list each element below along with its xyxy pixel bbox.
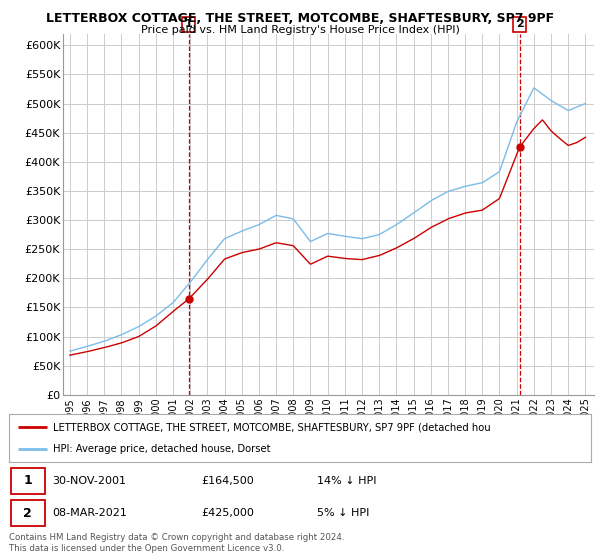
FancyBboxPatch shape [11, 468, 44, 494]
Text: 14% ↓ HPI: 14% ↓ HPI [317, 476, 377, 486]
Text: 08-MAR-2021: 08-MAR-2021 [53, 508, 128, 518]
Text: HPI: Average price, detached house, Dorset: HPI: Average price, detached house, Dors… [53, 444, 270, 454]
Text: Price paid vs. HM Land Registry's House Price Index (HPI): Price paid vs. HM Land Registry's House … [140, 25, 460, 35]
Text: LETTERBOX COTTAGE, THE STREET, MOTCOMBE, SHAFTESBURY, SP7 9PF: LETTERBOX COTTAGE, THE STREET, MOTCOMBE,… [46, 12, 554, 25]
FancyBboxPatch shape [11, 500, 44, 526]
Text: LETTERBOX COTTAGE, THE STREET, MOTCOMBE, SHAFTESBURY, SP7 9PF (detached hou: LETTERBOX COTTAGE, THE STREET, MOTCOMBE,… [53, 422, 490, 432]
Text: 30-NOV-2001: 30-NOV-2001 [53, 476, 127, 486]
Text: 2: 2 [23, 507, 32, 520]
Text: 1: 1 [185, 20, 193, 30]
Text: Contains HM Land Registry data © Crown copyright and database right 2024.
This d: Contains HM Land Registry data © Crown c… [9, 533, 344, 553]
Text: £164,500: £164,500 [201, 476, 254, 486]
Text: 2: 2 [515, 20, 523, 30]
Text: 1: 1 [23, 474, 32, 487]
Text: 5% ↓ HPI: 5% ↓ HPI [317, 508, 370, 518]
Text: £425,000: £425,000 [201, 508, 254, 518]
